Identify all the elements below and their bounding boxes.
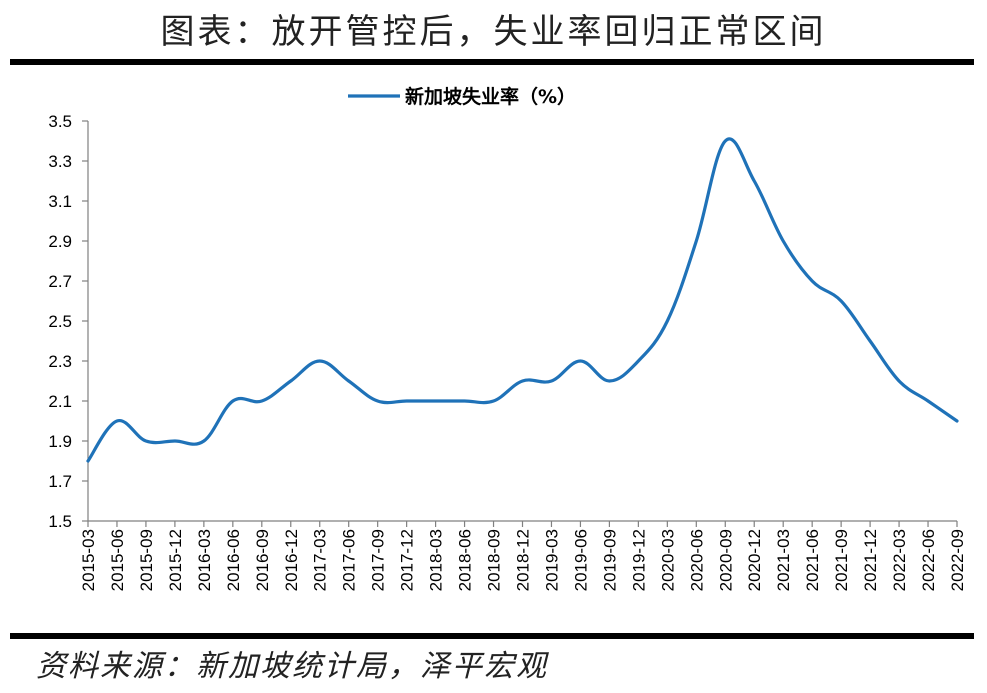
x-tick-label: 2021-03 [774,529,793,591]
y-tick-label: 2.3 [48,352,72,371]
x-tick-label: 2019-03 [542,529,561,591]
x-tick-label: 2018-03 [427,529,446,591]
data-point [521,380,524,383]
y-tick-label: 3.3 [48,152,72,171]
data-point [289,380,292,383]
x-tick-label: 2022-06 [919,529,938,591]
y-tick-label: 2.1 [48,392,72,411]
x-tick-label: 2018-09 [485,529,504,591]
data-point [782,240,785,243]
x-tick-label: 2019-06 [571,529,590,591]
data-point [173,440,176,443]
series-line [86,137,959,463]
y-tick-label: 2.5 [48,312,72,331]
data-point [434,400,437,403]
data-point [695,240,698,243]
top-rule [10,59,974,65]
data-point [637,360,640,363]
x-tick-label: 2016-03 [195,529,214,591]
x-tick-label: 2019-12 [629,529,648,591]
x-tick-label: 2017-03 [311,529,330,591]
x-tick-label: 2015-06 [108,529,127,591]
x-tick-label: 2021-09 [832,529,851,591]
legend-label: 新加坡失业率（%） [405,85,576,108]
data-point [666,320,669,323]
data-point [608,380,611,383]
data-point [840,300,843,303]
data-point [550,380,553,383]
y-tick-label: 2.7 [48,272,72,291]
x-tick-label: 2021-12 [861,529,880,591]
x-tick-label: 2018-12 [514,529,533,591]
source-note: 资料来源：新加坡统计局，泽平宏观 [36,649,548,684]
line-chart: 1.5 1.7 1.9 2.1 2.3 2.5 2.7 2.9 3.1 3.3 3.5 2015-03… [48,85,967,591]
x-tick-label: 2015-12 [166,529,185,591]
data-point [376,400,379,403]
x-tick-label: 2015-03 [79,529,98,591]
y-tick-label: 1.9 [48,432,72,451]
data-point [87,460,90,463]
data-point [318,360,321,363]
data-point [347,380,350,383]
data-point [956,420,959,423]
x-tick-label: 2022-09 [948,529,967,591]
y-tick-label: 1.7 [48,472,72,491]
y-tick-label: 2.9 [48,232,72,251]
page-title: 图表：放开管控后，失业率回归正常区间 [160,12,827,52]
x-tick-label: 2020-12 [745,529,764,591]
data-point [202,440,205,443]
bottom-rule [10,633,974,639]
x-tick-label: 2020-06 [687,529,706,591]
data-point [492,400,495,403]
data-point [724,140,727,143]
x-tick-label: 2019-09 [600,529,619,591]
data-point [405,400,408,403]
x-tick-label: 2016-09 [253,529,272,591]
data-point [927,400,930,403]
data-point [144,440,147,443]
x-tick-label: 2021-06 [803,529,822,591]
y-tick-label: 3.5 [48,112,72,131]
y-tick-label: 3.1 [48,192,72,211]
data-point [898,380,901,383]
x-tick-label: 2017-09 [369,529,388,591]
x-tick-label: 2020-09 [716,529,735,591]
data-point [463,400,466,403]
data-point [231,400,234,403]
x-tick-label: 2015-09 [137,529,156,591]
data-point [811,280,814,283]
x-tick-label: 2020-03 [658,529,677,591]
data-point [115,420,118,423]
x-tick-label: 2016-06 [224,529,243,591]
data-point [753,180,756,183]
y-tick-label: 1.5 [48,512,72,531]
x-tick-label: 2017-06 [340,529,359,591]
data-point [869,340,872,343]
x-tick-label: 2016-12 [282,529,301,591]
x-tick-label: 2018-06 [456,529,475,591]
data-point [260,400,263,403]
x-tick-label: 2022-03 [890,529,909,591]
data-point [579,360,582,363]
x-tick-label: 2017-12 [398,529,417,591]
